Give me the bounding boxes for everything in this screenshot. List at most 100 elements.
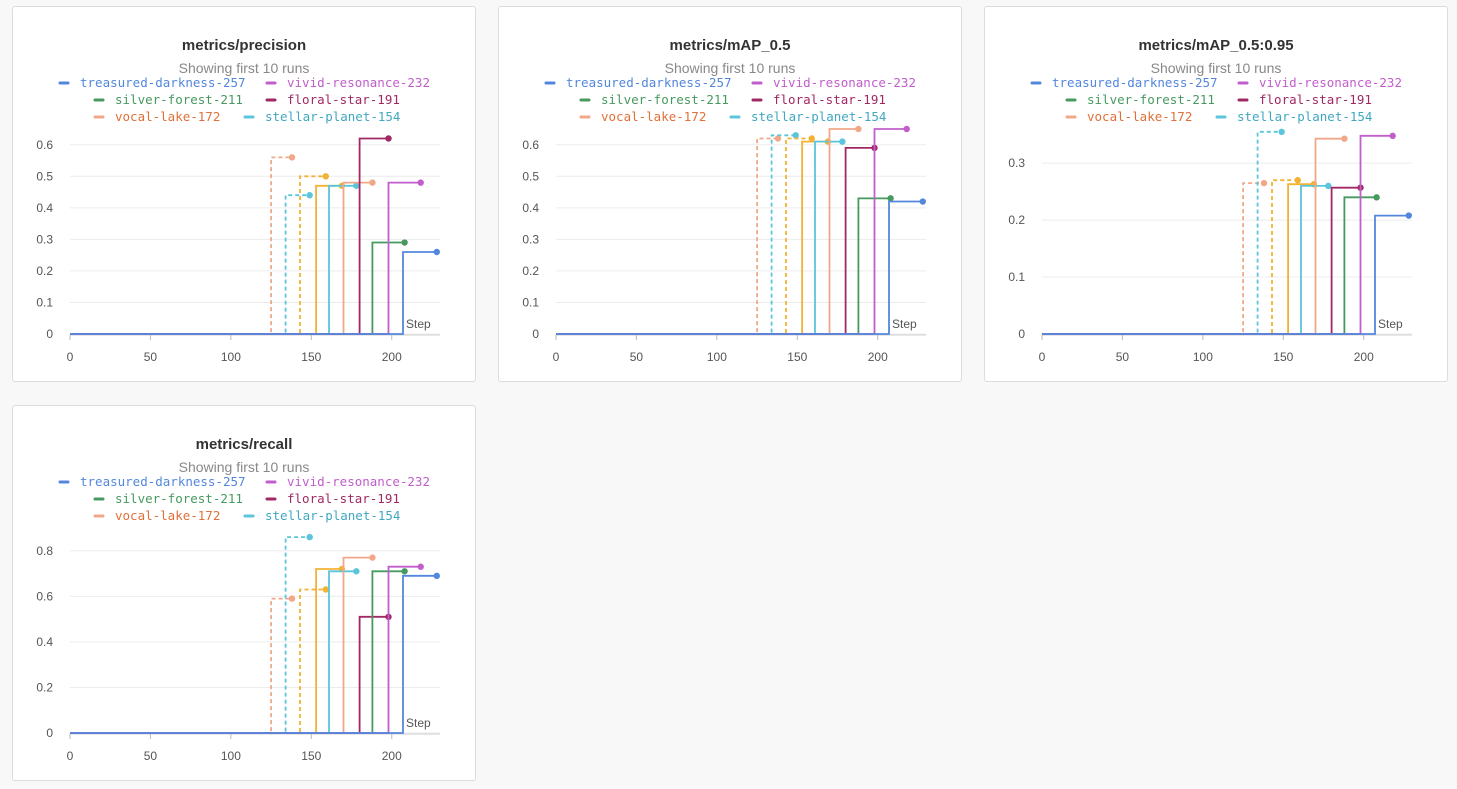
legend-label: stellar-planet-154 xyxy=(265,508,400,523)
series-end-point xyxy=(919,198,926,205)
legend-item: treasured-darkness-257 xyxy=(58,75,246,90)
y-tick-label: 0.2 xyxy=(1008,213,1025,227)
series-end-point xyxy=(401,568,408,575)
series-end-point xyxy=(322,173,329,180)
y-tick-label: 0.8 xyxy=(36,544,53,558)
series-end-point xyxy=(288,595,296,602)
series-line xyxy=(70,556,373,734)
x-axis-label: Step xyxy=(892,317,917,331)
chart-panel-recall[interactable]: metrics/recall Showing first 10 runs tre… xyxy=(12,405,476,781)
series-line xyxy=(556,200,923,335)
series-end-point xyxy=(839,138,846,145)
x-axis-label: Step xyxy=(406,716,431,730)
legend-item: treasured-darkness-257 xyxy=(544,75,732,90)
series-end-point xyxy=(306,533,313,541)
legend-label: vivid-resonance-232 xyxy=(287,474,430,489)
series-line xyxy=(1042,179,1298,335)
legend-label: treasured-darkness-257 xyxy=(80,474,246,489)
legend-label: treasured-darkness-257 xyxy=(1052,75,1218,90)
legend-item: silver-forest-211 xyxy=(579,92,729,107)
y-tick-label: 0.6 xyxy=(36,589,53,603)
series-end-point xyxy=(1294,177,1301,184)
legend-item: vocal-lake-172 xyxy=(93,508,220,523)
series-line xyxy=(556,128,859,335)
legend-item: stellar-planet-154 xyxy=(243,508,400,523)
legend-label: vocal-lake-172 xyxy=(115,508,220,523)
chart-svg: treasured-darkness-257 vivid-resonance-23… xyxy=(36,474,440,763)
y-tick-label: 0.3 xyxy=(1008,156,1025,170)
y-tick-label: 0.1 xyxy=(1008,270,1025,284)
series-line xyxy=(556,140,828,335)
legend-label: floral-star-191 xyxy=(287,92,400,107)
chart-svg: treasured-darkness-257 vivid-resonance-23… xyxy=(522,75,926,364)
chart-panel-precision[interactable]: metrics/precision Showing first 10 runs … xyxy=(12,6,476,382)
series-end-point xyxy=(1341,135,1348,142)
legend-item: silver-forest-211 xyxy=(93,92,243,107)
legend-label: stellar-planet-154 xyxy=(1237,109,1372,124)
y-tick-label: 0.2 xyxy=(36,264,53,278)
x-tick-label: 50 xyxy=(144,749,158,763)
series-line xyxy=(70,588,326,734)
legend-label: silver-forest-211 xyxy=(115,92,243,107)
x-tick-label: 150 xyxy=(301,749,321,763)
y-tick-label: 0.2 xyxy=(36,680,53,694)
x-tick-label: 50 xyxy=(1116,350,1130,364)
legend-label: silver-forest-211 xyxy=(1087,92,1215,107)
legend-label: stellar-planet-154 xyxy=(751,109,886,124)
x-tick-label: 0 xyxy=(553,350,560,364)
series-line xyxy=(1042,182,1264,335)
legend-label: vocal-lake-172 xyxy=(1087,109,1192,124)
legend-item: vocal-lake-172 xyxy=(1065,109,1192,124)
series-end-point xyxy=(1405,212,1412,219)
y-tick-label: 0.5 xyxy=(522,169,539,183)
x-tick-label: 150 xyxy=(787,350,807,364)
series-line xyxy=(1042,196,1377,335)
legend-label: vivid-resonance-232 xyxy=(1259,75,1402,90)
x-tick-label: 200 xyxy=(382,350,402,364)
legend-label: treasured-darkness-257 xyxy=(80,75,246,90)
chart-title: metrics/precision xyxy=(181,37,307,54)
x-axis-label: Step xyxy=(406,317,431,331)
series-end-point xyxy=(369,554,376,561)
series-end-point xyxy=(774,135,782,142)
chart-panel-map-05-095[interactable]: metrics/mAP_0.5:0.95 Showing first 10 ru… xyxy=(984,6,1448,382)
series-line xyxy=(1042,186,1361,335)
series-end-point xyxy=(369,179,376,186)
series-end-point xyxy=(903,125,910,133)
series-end-point xyxy=(353,182,360,189)
x-axis-label: Step xyxy=(1378,317,1403,331)
series-line xyxy=(70,175,326,335)
x-tick-label: 100 xyxy=(221,350,241,364)
series-line xyxy=(556,128,907,335)
legend-item: floral-star-191 xyxy=(265,491,400,506)
series-end-point xyxy=(433,572,440,580)
legend-item: vocal-lake-172 xyxy=(579,109,706,124)
chart-subtitle: Showing first 10 runs xyxy=(1150,60,1282,76)
legend-label: vocal-lake-172 xyxy=(115,109,220,124)
series-end-point xyxy=(887,195,894,202)
y-tick-label: 0.2 xyxy=(522,264,539,278)
series-end-point xyxy=(1260,179,1268,187)
legend-label: floral-star-191 xyxy=(287,491,400,506)
chart-subtitle: Showing first 10 runs xyxy=(178,60,310,76)
series-line xyxy=(1042,184,1329,335)
chart-panel-map-05[interactable]: metrics/mAP_0.5 Showing first 10 runs tr… xyxy=(498,6,962,382)
y-tick-label: 0.1 xyxy=(522,295,539,309)
series-line xyxy=(70,615,389,734)
series-line xyxy=(70,156,292,335)
chart-title: metrics/mAP_0.5:0.95 xyxy=(1138,37,1294,54)
legend-item: treasured-darkness-257 xyxy=(58,474,246,489)
legend-item: vivid-resonance-232 xyxy=(265,75,430,90)
x-tick-label: 100 xyxy=(1193,350,1213,364)
y-tick-label: 0.4 xyxy=(522,201,539,215)
chart-title: metrics/recall xyxy=(195,436,293,453)
legend-label: floral-star-191 xyxy=(773,92,886,107)
chart-svg: treasured-darkness-257 vivid-resonance-23… xyxy=(36,75,440,364)
series-line xyxy=(70,570,357,734)
series-end-point xyxy=(792,132,799,139)
x-tick-label: 100 xyxy=(707,350,727,364)
series-end-point xyxy=(1373,194,1380,201)
legend-item: stellar-planet-154 xyxy=(1215,109,1372,124)
series-line xyxy=(70,597,292,734)
series-line xyxy=(70,568,342,734)
